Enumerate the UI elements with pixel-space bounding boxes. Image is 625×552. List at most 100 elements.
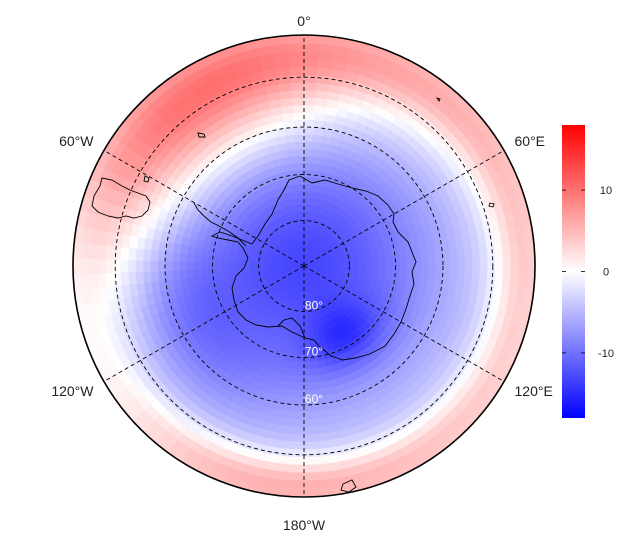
field-cell xyxy=(127,247,137,261)
field-cell xyxy=(501,244,512,260)
field-cell xyxy=(399,254,408,263)
field-cell xyxy=(371,263,380,269)
field-cell xyxy=(303,133,314,143)
field-cell xyxy=(120,271,130,286)
field-cell xyxy=(434,251,444,262)
field-cell xyxy=(186,261,195,271)
field-cell xyxy=(193,261,202,271)
field-cell xyxy=(449,270,458,283)
field-cell xyxy=(150,249,159,262)
field-cell xyxy=(293,404,305,413)
map-border xyxy=(72,34,536,498)
field-cell xyxy=(295,155,305,164)
field-cell xyxy=(303,42,320,52)
field-cell xyxy=(127,271,137,285)
field-cell xyxy=(457,260,466,272)
field-cell xyxy=(242,263,250,269)
field-cell xyxy=(303,488,321,497)
field-cell xyxy=(303,375,313,384)
field-cell xyxy=(420,269,429,280)
field-cell xyxy=(120,246,130,261)
field-cell xyxy=(303,426,317,435)
field-cell xyxy=(310,360,319,370)
field-cell xyxy=(284,126,296,136)
coastline xyxy=(91,97,495,493)
field-cell xyxy=(303,35,321,44)
longitude-label: 60°E xyxy=(515,133,546,149)
field-cell xyxy=(291,426,305,435)
field-cell xyxy=(296,361,305,370)
field-cell xyxy=(300,217,305,226)
field-cell xyxy=(311,148,321,158)
field-cell xyxy=(471,271,481,285)
field-cell xyxy=(297,340,305,349)
field-cell xyxy=(449,249,458,262)
field-cell xyxy=(157,260,166,272)
field-cell xyxy=(286,141,297,151)
field-cell xyxy=(235,263,243,269)
falkland-islands xyxy=(143,175,150,183)
field-cell xyxy=(357,259,366,265)
latitude-label: 70° xyxy=(305,345,323,359)
ross-ice-shelf-edge xyxy=(277,317,306,339)
field-cell xyxy=(208,274,217,284)
field-cell xyxy=(311,141,322,151)
field-cell xyxy=(391,248,400,258)
field-cell xyxy=(135,248,145,261)
field-cell xyxy=(494,244,504,260)
field-cell xyxy=(186,269,195,279)
field-cell xyxy=(80,242,91,259)
field-cell xyxy=(303,464,319,474)
field-cell xyxy=(112,245,122,260)
field-cell xyxy=(298,197,305,206)
field-cell xyxy=(221,273,231,281)
field-cell xyxy=(296,354,305,363)
field-cell xyxy=(303,119,315,128)
field-cell xyxy=(299,204,305,212)
field-cell xyxy=(434,270,444,281)
field-cell xyxy=(365,263,373,269)
field-cell xyxy=(288,50,305,60)
field-cell xyxy=(303,320,309,328)
field-cell xyxy=(294,382,305,391)
colorbar-tick-label: -10 xyxy=(598,348,614,360)
field-cell xyxy=(221,262,230,270)
field-cell xyxy=(294,141,305,150)
field-cell xyxy=(518,257,528,275)
field-cell xyxy=(292,418,305,428)
field-cell xyxy=(73,257,82,275)
field-cell xyxy=(221,257,230,264)
field-cell xyxy=(501,272,512,288)
latitude-labels: 80° 70° 60° xyxy=(305,298,323,406)
south-georgia xyxy=(197,132,206,138)
field-cell xyxy=(88,258,98,274)
field-cell xyxy=(290,169,299,179)
field-cell xyxy=(303,74,318,84)
auckland-islands xyxy=(340,479,357,493)
field-cell xyxy=(303,66,319,76)
field-cell xyxy=(311,381,322,391)
field-cell xyxy=(292,111,305,121)
field-cell xyxy=(172,261,180,271)
field-cell xyxy=(135,271,145,284)
field-cell xyxy=(486,245,496,260)
field-cell xyxy=(157,270,167,282)
field-cell xyxy=(283,403,295,413)
field-cell xyxy=(88,243,99,260)
field-cell xyxy=(164,251,174,262)
field-cell xyxy=(157,250,167,262)
meridian-line xyxy=(103,150,305,267)
field-cell xyxy=(295,148,305,157)
field-cell xyxy=(249,263,257,269)
field-cell xyxy=(288,472,305,482)
field-cell xyxy=(378,268,387,275)
field-cell xyxy=(293,126,305,135)
field-cell xyxy=(303,141,314,150)
latitude-circle xyxy=(164,126,444,406)
meridian-line xyxy=(303,265,505,382)
field-cell xyxy=(378,257,387,264)
field-cell xyxy=(502,258,512,274)
field-cell xyxy=(392,255,401,264)
field-cell xyxy=(303,97,317,106)
field-cell xyxy=(303,169,312,178)
